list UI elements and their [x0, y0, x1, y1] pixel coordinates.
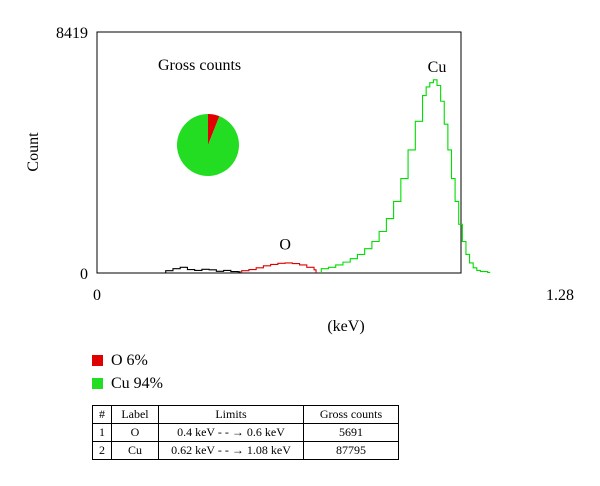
series-layer: [165, 79, 491, 273]
table-cell: 2: [92, 441, 112, 460]
spectrum-chart: 8419 0 0 1.28 (keV) Count Gross counts O…: [25, 25, 574, 335]
pie-chart: [177, 113, 239, 176]
table-row: 2 Cu 0.62 keV - - → 1.08 keV 87795: [92, 441, 399, 460]
table-header-limits: Limits: [158, 405, 304, 424]
legend-label-cu: Cu 94%: [111, 374, 163, 392]
table-header-num: #: [92, 405, 112, 424]
legend-swatch-o: [92, 355, 103, 366]
series-line-2: [320, 79, 491, 273]
table-header-label: Label: [111, 405, 159, 424]
legend-item-o: O 6%: [92, 349, 163, 372]
table-cell: 0.62 keV - - → 1.08 keV: [158, 441, 304, 460]
legend-swatch-cu: [92, 378, 103, 389]
x-tick-label-max: 1.28: [546, 287, 574, 304]
table-cell: Cu: [111, 441, 159, 460]
legend-label-o: O 6%: [111, 351, 148, 369]
series-line-1: [241, 262, 317, 273]
table-header-gross: Gross counts: [303, 405, 399, 424]
peak-label-1: Cu: [428, 59, 447, 76]
pie-slice-0: [208, 114, 220, 145]
table-cell: 5691: [303, 423, 399, 442]
table-cell: O: [111, 423, 159, 442]
y-axis-label: Count: [25, 132, 42, 172]
table-cell: 0.4 keV - - → 0.6 keV: [158, 423, 304, 442]
series-line-0: [165, 266, 241, 273]
peak-label-0: O: [279, 236, 291, 253]
peak-label-layer: O Cu: [279, 59, 446, 253]
limits-table: # Label Limits Gross counts 1 O 0.4 keV …: [92, 405, 399, 460]
table-row: 1 O 0.4 keV - - → 0.6 keV 5691: [92, 423, 399, 442]
legend-item-cu: Cu 94%: [92, 372, 163, 395]
x-axis-label: (keV): [327, 318, 364, 335]
y-tick-label-max: 8419: [56, 25, 88, 42]
table-cell: 87795: [303, 441, 399, 460]
x-tick-label-min: 0: [93, 287, 101, 304]
table-header-row: # Label Limits Gross counts: [92, 405, 399, 424]
y-tick-label-min: 0: [80, 266, 88, 283]
legend: O 6% Cu 94%: [92, 349, 163, 395]
plot-frame: [96, 31, 462, 274]
table-cell: 1: [92, 423, 112, 442]
pie-slice-1: [177, 113, 239, 176]
pie-title: Gross counts: [158, 57, 241, 74]
